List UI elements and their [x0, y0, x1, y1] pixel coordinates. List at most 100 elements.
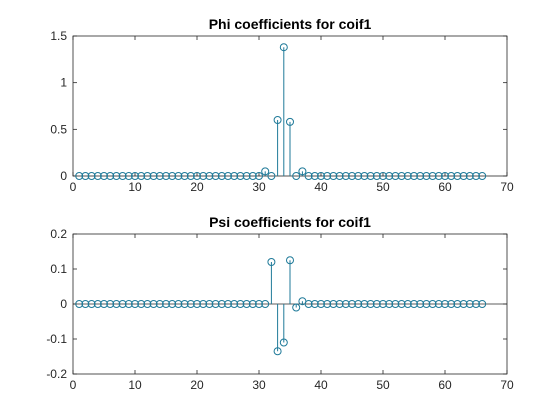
phi-stem-marker: [255, 172, 263, 180]
phi-stem-marker: [416, 172, 425, 180]
psi-stem-marker: [87, 300, 96, 308]
psi-stem-marker: [416, 300, 425, 308]
phi-xtick-label: 50: [376, 180, 390, 194]
psi-stem-marker: [428, 300, 437, 308]
phi-ytick-label: 1: [60, 76, 67, 90]
phi-stem-marker: [143, 172, 152, 180]
phi-stem-marker: [397, 172, 406, 180]
phi-stem-marker: [81, 172, 90, 180]
phi-stem-marker: [354, 172, 363, 180]
phi-xtick-label: 40: [314, 180, 328, 194]
psi-ytick-label: 0.2: [50, 227, 67, 241]
psi-stem-marker: [403, 300, 412, 308]
psi-xtick-label: 70: [500, 378, 514, 392]
phi-stem-marker: [335, 172, 344, 180]
phi-stem-marker: [385, 172, 394, 180]
psi-subplot: Psi coefficients for coif1 0 10 20 30 40 50 60 7…: [46, 214, 514, 392]
phi-xtick-label: 0: [70, 180, 77, 194]
phi-stem-marker: [224, 172, 232, 180]
psi-stem-marker: [453, 300, 462, 308]
psi-xtick-label: 10: [128, 378, 142, 392]
psi-stem-marker: [230, 300, 239, 308]
psi-stem-marker: [459, 300, 468, 308]
phi-stem-marker: [366, 172, 375, 180]
psi-stem-marker: [273, 347, 282, 356]
psi-stem-marker: [323, 300, 332, 308]
phi-xtick-label: 60: [438, 180, 452, 194]
psi-stem-marker: [118, 300, 127, 308]
phi-stem-marker: [149, 172, 158, 180]
psi-stem-marker: [193, 300, 201, 308]
psi-stem-marker: [143, 300, 152, 308]
phi-stem-marker: [106, 172, 115, 180]
phi-stem-marker: [465, 172, 474, 180]
psi-stem-marker: [248, 300, 257, 308]
phi-stem-marker: [155, 172, 164, 180]
psi-stem-marker: [217, 300, 226, 308]
phi-ytick-label: 1.5: [50, 29, 67, 43]
psi-xtick-label: 60: [438, 378, 452, 392]
psi-stem-marker: [168, 300, 177, 308]
phi-stem-marker: [267, 172, 276, 180]
psi-stem-marker: [397, 300, 406, 308]
phi-stem-marker: [205, 172, 214, 180]
psi-stem-marker: [81, 300, 90, 308]
psi-stem-marker: [211, 300, 220, 308]
psi-title: Psi coefficients for coif1: [209, 214, 371, 230]
psi-xtick-label: 0: [70, 378, 77, 392]
phi-stem-marker: [372, 172, 381, 180]
psi-stem-marker: [366, 300, 375, 308]
psi-stem-marker: [162, 300, 170, 308]
psi-stem-marker: [292, 303, 301, 312]
psi-stem-marker: [93, 300, 102, 308]
psi-stem-marker: [317, 300, 325, 308]
phi-stem-marker: [242, 172, 251, 180]
psi-stem-marker: [180, 300, 189, 308]
psi-stem-marker: [441, 300, 449, 308]
psi-stem-marker: [186, 300, 195, 308]
psi-stem-marker: [472, 300, 480, 308]
psi-stem-marker: [422, 300, 431, 308]
psi-stem-marker: [131, 300, 139, 308]
psi-stem-marker: [434, 300, 443, 308]
phi-title: Phi coefficients for coif1: [209, 16, 372, 32]
psi-xtick-label: 50: [376, 378, 390, 392]
phi-stem-marker: [87, 172, 96, 180]
phi-stem-marker: [348, 172, 356, 180]
psi-stem-marker: [199, 300, 208, 308]
phi-stem-marker: [75, 172, 84, 180]
psi-xtick-label: 40: [314, 378, 328, 392]
psi-stem-marker: [465, 300, 474, 308]
phi-xtick-label: 30: [252, 180, 266, 194]
psi-ytick-label: -0.2: [46, 367, 67, 381]
phi-stem-marker: [329, 172, 338, 180]
psi-stem-marker: [379, 300, 387, 308]
psi-stem-marker: [447, 300, 456, 308]
phi-stem-marker: [112, 172, 121, 180]
phi-stem-marker: [186, 172, 195, 180]
psi-ytick-label: 0: [60, 297, 67, 311]
phi-stem-marker: [379, 172, 387, 180]
psi-stem-marker: [348, 300, 356, 308]
phi-stem-marker: [199, 172, 208, 180]
psi-stem-marker: [236, 300, 245, 308]
phi-stem-marker: [211, 172, 220, 180]
phi-stem-marker: [174, 172, 183, 180]
phi-xtick-label: 20: [190, 180, 204, 194]
psi-stem-marker: [124, 300, 133, 308]
psi-stem-marker: [75, 300, 84, 308]
phi-stem-marker: [422, 172, 431, 180]
phi-stem-marker: [100, 172, 108, 180]
phi-stem-marker: [168, 172, 177, 180]
phi-stem-marker: [124, 172, 133, 180]
phi-xtick-label: 70: [500, 180, 514, 194]
psi-stem-marker: [341, 300, 350, 308]
psi-stem-marker: [286, 256, 294, 265]
psi-stem-marker: [174, 300, 183, 308]
phi-stem-marker: [459, 172, 468, 180]
phi-stem-marker: [478, 172, 487, 180]
psi-stem-marker: [385, 300, 394, 308]
phi-stem-marker: [180, 172, 189, 180]
phi-stem-marker: [236, 172, 245, 180]
phi-stem-marker: [230, 172, 239, 180]
